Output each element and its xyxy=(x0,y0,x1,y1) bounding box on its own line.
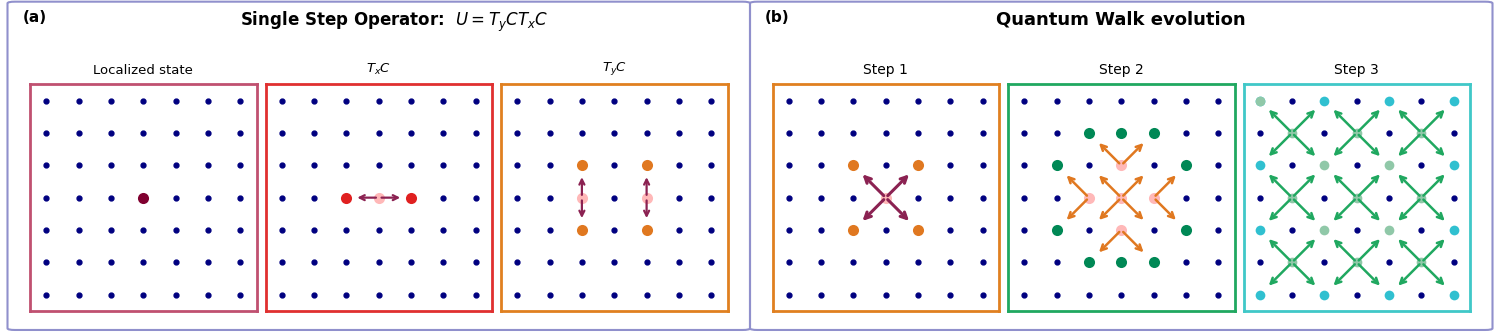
Text: Single Step Operator:  $U = T_y C T_x C$: Single Step Operator: $U = T_y C T_x C$ xyxy=(240,10,548,34)
Text: $T_yC$: $T_yC$ xyxy=(602,60,627,77)
Text: Step 2: Step 2 xyxy=(1100,63,1143,77)
Text: Step 1: Step 1 xyxy=(864,63,907,77)
Text: Localized state: Localized state xyxy=(93,64,194,77)
Text: (b): (b) xyxy=(765,10,789,25)
Text: $T_xC$: $T_xC$ xyxy=(366,62,392,77)
Text: Step 3: Step 3 xyxy=(1335,63,1378,77)
Text: Quantum Walk evolution: Quantum Walk evolution xyxy=(996,10,1246,28)
Text: (a): (a) xyxy=(22,10,46,25)
